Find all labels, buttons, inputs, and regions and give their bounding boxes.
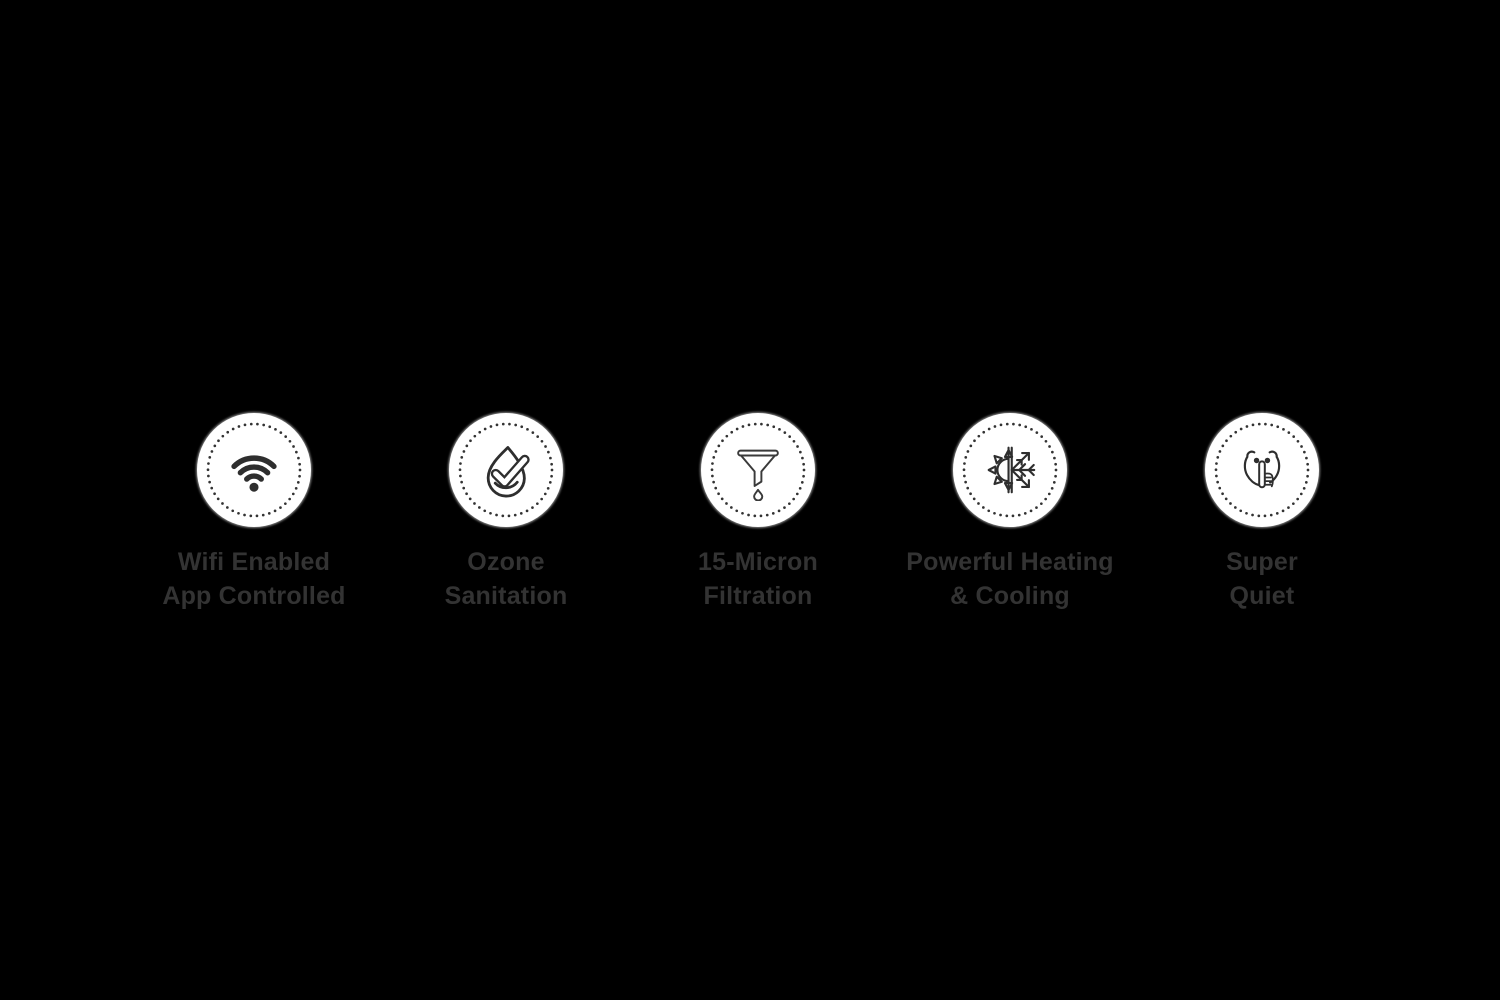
feature-label-line1: 15-Micron [698,548,818,576]
feature-wifi-enabled: Wifi Enabled App Controlled [128,413,380,613]
feature-filtration: 15-Micron Filtration [632,413,884,613]
feature-label-line1: Super [1226,548,1298,576]
feature-circle [701,413,815,527]
feature-label: Ozone Sanitation [445,545,568,613]
feature-label-line2: Filtration [703,582,813,610]
shush-finger-icon [1243,450,1281,489]
feature-badges-row: Wifi Enabled App Controlled Ozone Sanita… [128,413,1388,613]
funnel-drop-icon [737,449,779,501]
feature-label-line2: App Controlled [162,582,346,610]
sun-snowflake-icon [987,446,1036,494]
feature-circle [1205,413,1319,527]
feature-label: Wifi Enabled App Controlled [162,545,345,613]
feature-circle [449,413,563,527]
feature-heating-cooling: Powerful Heating & Cooling [884,413,1136,613]
feature-label: Powerful Heating & Cooling [906,545,1113,613]
feature-label-line2: Quiet [1229,582,1295,610]
water-drop-check-icon [486,446,530,498]
feature-circle [197,413,311,527]
feature-label: Super Quiet [1226,545,1298,613]
feature-label-line1: Ozone [467,548,545,576]
feature-label-line2: Sanitation [444,582,568,610]
feature-ozone-sanitation: Ozone Sanitation [380,413,632,613]
feature-label-line1: Wifi Enabled [177,548,331,576]
feature-super-quiet: Super Quiet [1136,413,1388,613]
feature-label-line1: Powerful Heating [906,548,1114,576]
feature-label-line2: & Cooling [950,582,1070,610]
wifi-icon [231,455,277,492]
feature-circle [953,413,1067,527]
feature-label: 15-Micron Filtration [698,545,818,613]
